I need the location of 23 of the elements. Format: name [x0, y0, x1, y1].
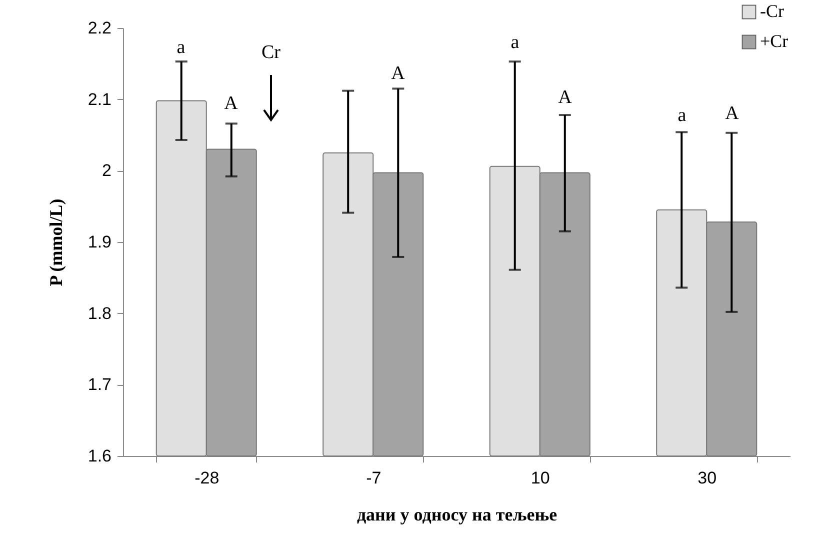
legend-label: -Cr [760, 1, 784, 21]
y-tick-label: 1.6 [88, 446, 112, 466]
y-tick-label: 2.2 [88, 18, 112, 38]
legend-label: +Cr [760, 31, 788, 51]
annotation: a [176, 37, 186, 58]
x-tick-label: -28 [194, 468, 220, 488]
x-tick-label: 10 [530, 468, 550, 488]
y-axis-title: P (mmol/L) [46, 198, 66, 286]
y-tick-label: 1.9 [88, 232, 112, 252]
annotation: a [678, 105, 687, 126]
annotation: A [725, 103, 740, 124]
x-tick-label: 30 [698, 468, 717, 488]
x-tick-label: -7 [366, 468, 382, 488]
annotation: A [391, 63, 406, 84]
annotation: Cr [262, 42, 282, 63]
y-tick-label: 2 [102, 161, 112, 180]
y-tick-label: 1.7 [88, 375, 112, 394]
annotation: A [224, 93, 238, 114]
y-tick-label: 2.1 [88, 90, 112, 109]
x-axis-title: дани у односу на тељење [356, 504, 558, 524]
y-tick-label: 1.8 [88, 304, 112, 323]
annotation: a [510, 32, 520, 53]
annotation: A [558, 87, 572, 108]
